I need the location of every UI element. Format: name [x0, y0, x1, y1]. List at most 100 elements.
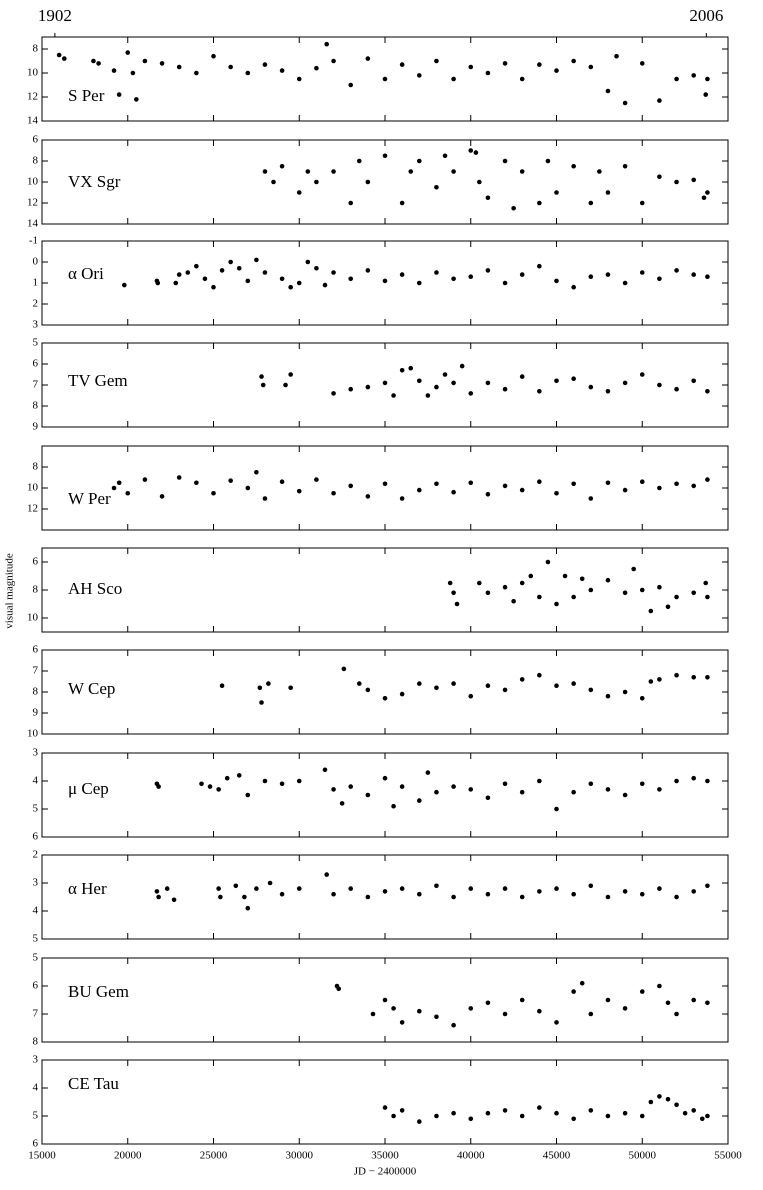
point: [554, 190, 559, 195]
point: [519, 374, 525, 379]
point: [365, 384, 371, 390]
point: [207, 784, 213, 789]
point: [417, 487, 422, 493]
point: [537, 1105, 542, 1110]
y-tick-label: 6: [33, 1138, 39, 1150]
point: [382, 76, 388, 82]
point: [605, 787, 611, 792]
point: [399, 62, 405, 67]
point: [336, 986, 341, 992]
point: [245, 905, 251, 911]
point: [605, 1113, 611, 1119]
point: [262, 496, 268, 501]
x-tick-label: 45000: [543, 1150, 571, 1162]
point: [691, 775, 696, 781]
point: [674, 481, 679, 487]
point: [296, 488, 302, 494]
point: [154, 889, 160, 894]
point: [434, 481, 439, 487]
y-tick-label: 3: [33, 319, 39, 331]
point: [331, 270, 336, 275]
point: [691, 73, 696, 78]
point: [216, 886, 221, 891]
point: [571, 891, 576, 897]
x-tick-label: 20000: [114, 1150, 142, 1162]
point: [365, 56, 371, 61]
point: [348, 200, 354, 206]
point: [262, 778, 268, 784]
y-tick-label: 6: [33, 358, 39, 370]
y-tick-label: 5: [33, 337, 39, 349]
point: [657, 174, 662, 180]
point: [451, 380, 456, 386]
point: [519, 1113, 525, 1119]
panel-frame: [41, 1059, 729, 1145]
point: [657, 787, 662, 792]
point: [262, 62, 268, 67]
point: [588, 496, 594, 501]
point: [639, 61, 645, 66]
point: [155, 280, 161, 286]
point: [391, 393, 396, 398]
point: [468, 64, 474, 70]
star-name: TV Gem: [68, 371, 128, 390]
point: [468, 148, 474, 153]
point: [425, 770, 431, 775]
y-tick-label: 7: [33, 665, 39, 677]
point: [588, 384, 594, 390]
panel-frame: [41, 139, 729, 225]
point: [194, 480, 199, 486]
y-tick-label: 2: [33, 298, 39, 310]
point: [605, 88, 611, 94]
point: [254, 257, 259, 263]
point: [296, 190, 302, 195]
point: [228, 64, 233, 70]
point: [116, 92, 122, 97]
point: [657, 584, 662, 590]
point: [451, 681, 456, 686]
point: [399, 784, 405, 789]
point: [705, 190, 710, 195]
point: [571, 989, 576, 994]
point: [417, 1008, 422, 1014]
point: [279, 781, 285, 787]
point: [605, 693, 611, 699]
point: [665, 1096, 671, 1102]
point: [699, 1116, 705, 1122]
point: [622, 100, 628, 106]
point: [703, 580, 709, 586]
point: [425, 393, 431, 398]
point: [537, 1008, 542, 1014]
point: [417, 681, 422, 686]
point: [622, 889, 628, 894]
point: [339, 801, 345, 806]
point: [674, 386, 679, 392]
point: [442, 153, 448, 159]
point: [605, 480, 611, 486]
point: [199, 781, 204, 787]
point: [122, 282, 127, 288]
y-tick-label: 7: [33, 1008, 39, 1020]
point: [674, 594, 679, 600]
point: [408, 365, 414, 371]
star-name: BU Gem: [68, 982, 129, 1001]
point: [468, 274, 474, 280]
point: [588, 883, 594, 889]
point: [142, 477, 148, 482]
point: [382, 775, 388, 781]
point: [554, 683, 559, 688]
point: [705, 778, 710, 784]
point: [622, 792, 628, 798]
point: [701, 195, 707, 201]
y-tick-label: 12: [27, 91, 38, 103]
point: [365, 687, 371, 693]
point: [657, 677, 662, 682]
point: [451, 784, 456, 789]
point: [545, 158, 551, 164]
point: [171, 897, 177, 903]
point: [519, 997, 525, 1003]
point: [502, 386, 508, 392]
point: [365, 268, 371, 273]
point: [451, 894, 456, 900]
point: [111, 485, 117, 491]
